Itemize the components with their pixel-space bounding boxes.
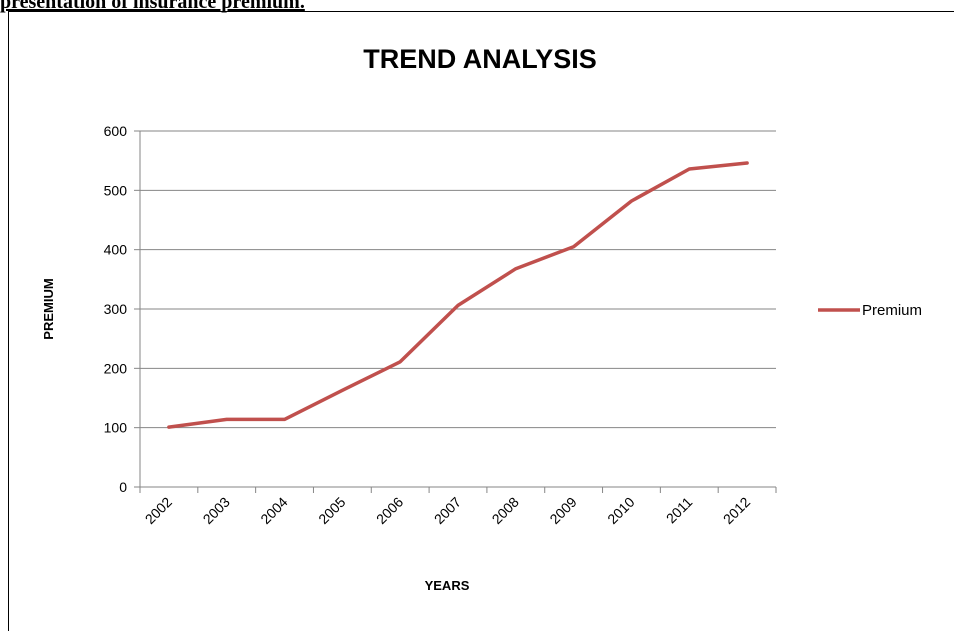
series-line-premium: [167, 161, 749, 429]
legend-label: Premium: [862, 302, 922, 319]
y-tick-label: 400: [104, 242, 128, 258]
x-tick-labels: 2002 2003 2004 2005 2006 2007 2008 2009 2010 2011…: [142, 494, 754, 527]
series-lines: [167, 161, 749, 429]
y-tick-label: 0: [119, 479, 127, 495]
x-tick-label: 2012: [720, 494, 753, 527]
x-tick-label: 2004: [257, 494, 290, 527]
y-tick-label: 500: [104, 182, 128, 198]
y-tick-label: 200: [104, 360, 128, 376]
x-tick-label: 2011: [663, 494, 696, 527]
legend: Premium: [818, 302, 922, 319]
axes: [134, 130, 777, 493]
x-tick-label: 2003: [200, 494, 233, 527]
page-heading: presentation of insurance premium.: [0, 0, 305, 13]
y-tick-label: 300: [104, 301, 128, 317]
x-tick-label: 2007: [431, 494, 464, 527]
y-axis-title: PREMIUM: [41, 278, 56, 339]
y-tick-labels: 0 100 200 300 400 500 600: [104, 123, 128, 495]
x-tick-label: 2005: [315, 494, 348, 527]
x-tick-label: 2009: [546, 494, 579, 527]
y-tick-label: 600: [104, 123, 128, 139]
gridlines: [140, 130, 776, 429]
y-tick-label: 100: [104, 420, 128, 436]
x-axis-title: YEARS: [425, 578, 470, 593]
x-tick-label: 2008: [489, 494, 522, 527]
chart-frame: [8, 11, 954, 631]
x-tick-label: 2002: [142, 494, 175, 527]
x-tick-label: 2006: [373, 494, 406, 527]
chart-title: TREND ANALYSIS: [363, 44, 597, 74]
x-tick-label: 2010: [604, 494, 637, 527]
